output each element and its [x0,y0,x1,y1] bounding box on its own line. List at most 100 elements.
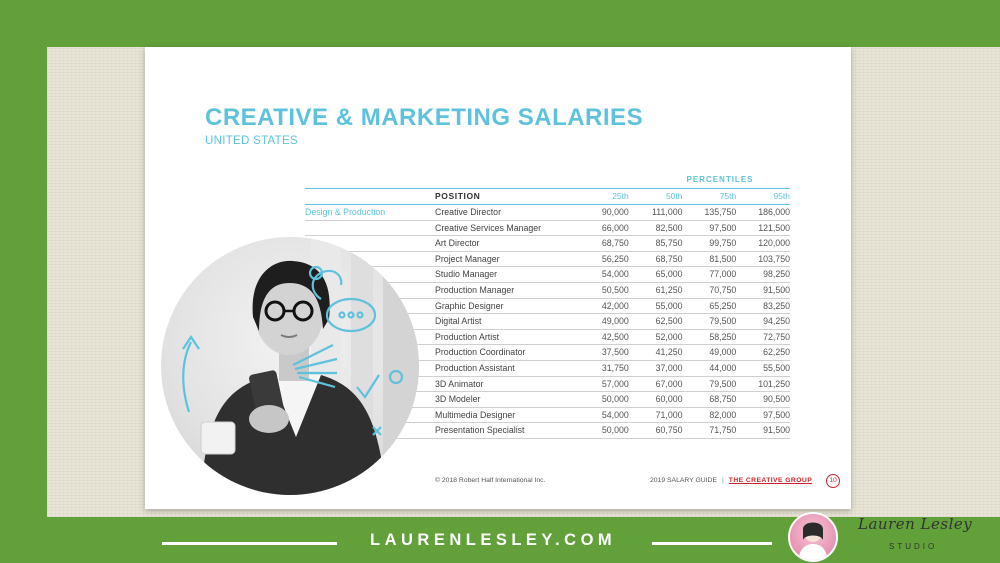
salary-95th-cell: 91,500 [763,425,790,436]
banner-divider-left [162,542,337,545]
percentile-95-header: 95th [773,191,790,201]
salary-25th-cell: 54,000 [601,409,629,420]
table-row: Design & Production Creative Director 90,0… [305,205,790,221]
salary-95th-cell: 91,500 [763,284,790,295]
table-row: Project Manager 56,250 68,750 81,500 103,750 [305,252,790,268]
percentile-75-header: 75th [719,191,737,201]
table-row: Presentation Specialist 50,000 60,750 71,75… [305,423,790,439]
salary-95th-cell: 103,750 [758,253,790,264]
table-row: Production Assistant 31,750 37,000 44,000 55… [305,361,790,377]
salary-25th-cell: 42,500 [601,331,629,342]
salary-50th-cell: 65,000 [655,269,683,280]
category-label: Design & Production [305,207,386,217]
salary-50th-cell: 111,000 [652,207,683,217]
table-row: Creative Services Manager 66,000 82,500 97,… [305,221,790,237]
salary-75th-cell: 58,250 [709,331,737,342]
table-row: 3D Animator 57,000 67,000 79,500 101,250 [305,377,790,393]
position-cell: Project Manager [435,253,500,264]
salary-95th-cell: 97,500 [763,409,790,420]
salary-25th-cell: 42,000 [601,300,629,311]
salary-50th-cell: 60,750 [655,425,683,436]
salary-25th-cell: 68,750 [601,238,629,249]
salary-95th-cell: 94,250 [763,316,790,327]
salary-95th-cell: 62,250 [763,347,790,358]
salary-75th-cell: 44,000 [709,362,737,373]
avatar [788,512,838,562]
table-row: Production Artist 42,500 52,000 58,250 72,75… [305,330,790,346]
salary-25th-cell: 56,250 [601,253,629,264]
table-row: Multimedia Designer 54,000 71,000 82,000 97,… [305,408,790,424]
salary-50th-cell: 68,750 [655,253,683,264]
salary-75th-cell: 77,000 [709,269,737,280]
salary-95th-cell: 90,500 [763,394,790,405]
copyright-text: © 2018 Robert Half International Inc. [435,477,546,484]
salary-75th-cell: 70,750 [709,284,737,295]
table-row: 3D Modeler 50,000 60,000 68,750 90,500 [305,392,790,408]
salary-50th-cell: 41,250 [655,347,683,358]
salary-25th-cell: 50,000 [601,425,629,436]
salary-95th-cell: 101,250 [758,378,790,389]
percentiles-label: PERCENTILES [686,175,754,184]
professional-photo [161,237,419,495]
banner-divider-right [652,542,772,545]
salary-75th-cell: 81,500 [709,253,737,264]
salary-25th-cell: 50,500 [601,284,629,295]
table-row: Production Coordinator 37,500 41,250 49,000… [305,345,790,361]
salary-75th-cell: 68,750 [709,394,737,405]
salary-95th-cell: 83,250 [763,300,790,311]
salary-guide-label: 2019 SALARY GUIDE [650,477,717,484]
table-header: POSITION 25th 50th 75th 95th [305,189,790,205]
salary-guide-slide: CREATIVE & MARKETING SALARIES UNITED STA… [145,47,851,509]
position-cell: Presentation Specialist [435,425,525,436]
salary-75th-cell: 79,500 [709,378,737,389]
salary-25th-cell: 66,000 [601,222,629,233]
person-avatar-icon [798,522,828,560]
salary-75th-cell: 49,000 [709,347,737,358]
position-cell: Art Director [435,238,480,249]
table-body: Design & Production Creative Director 90,0… [305,205,790,439]
salary-75th-cell: 79,500 [709,316,737,327]
salary-50th-cell: 67,000 [655,378,683,389]
salary-50th-cell: 60,000 [655,394,683,405]
salary-25th-cell: 54,000 [601,269,629,280]
brand-logo-script: Lauren Lesley [858,515,973,533]
position-cell: Creative Director [435,207,501,217]
page-number: 10 [826,474,841,488]
salary-table: POSITION 25th 50th 75th 95th Design & Pr… [305,188,790,439]
salary-50th-cell: 82,500 [655,222,683,233]
creative-group-logo: THE CREATIVE GROUP [728,477,813,484]
salary-95th-cell: 121,500 [758,222,790,233]
position-cell: Creative Services Manager [435,222,542,233]
page-subtitle: UNITED STATES [205,135,298,147]
salary-95th-cell: 98,250 [763,269,790,280]
category-cell [305,221,435,236]
position-cell: Production Assistant [435,362,515,373]
salary-25th-cell: 57,000 [601,378,629,389]
position-cell: Graphic Designer [435,300,504,311]
page-title: CREATIVE & MARKETING SALARIES [205,104,644,131]
salary-75th-cell: 99,750 [709,238,737,249]
salary-95th-cell: 120,000 [758,238,790,249]
table-row: Digital Artist 49,000 62,500 79,500 94,250 [305,314,790,330]
position-cell: Production Artist [435,331,500,342]
salary-50th-cell: 85,750 [655,238,683,249]
table-row: Graphic Designer 42,000 55,000 65,250 83,250 [305,299,790,315]
salary-75th-cell: 135,750 [704,207,737,217]
salary-50th-cell: 37,000 [655,362,683,373]
woman-with-phone-illustration [182,237,419,495]
salary-75th-cell: 71,750 [709,425,737,436]
position-column-header: POSITION [435,191,481,201]
salary-50th-cell: 61,250 [655,284,683,295]
salary-95th-cell: 72,750 [763,331,790,342]
salary-75th-cell: 82,000 [709,409,737,420]
position-cell: Production Coordinator [435,347,526,358]
salary-50th-cell: 52,000 [655,331,683,342]
salary-25th-cell: 31,750 [601,362,629,373]
brand-logo-studio: STUDIO [889,542,938,551]
website-link[interactable]: LAURENLESLEY.COM [370,531,617,549]
salary-95th-cell: 55,500 [763,362,790,373]
salary-25th-cell: 90,000 [601,207,629,217]
footer-separator: | [722,477,724,484]
salary-50th-cell: 71,000 [655,409,683,420]
salary-25th-cell: 49,000 [601,316,629,327]
